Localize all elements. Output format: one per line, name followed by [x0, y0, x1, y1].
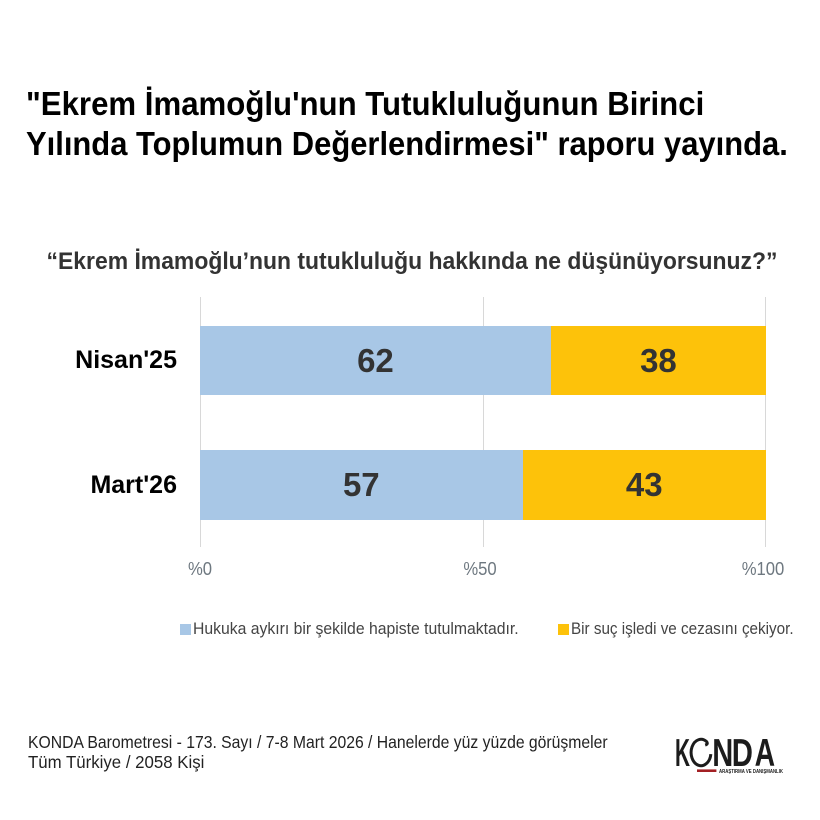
svg-text:K: K — [675, 733, 690, 775]
svg-text:N: N — [712, 733, 733, 775]
svg-text:ARAŞTIRMA VE DANIŞMANLIK: ARAŞTIRMA VE DANIŞMANLIK — [719, 769, 783, 775]
svg-text:A: A — [755, 733, 776, 775]
svg-text:D: D — [732, 733, 753, 775]
